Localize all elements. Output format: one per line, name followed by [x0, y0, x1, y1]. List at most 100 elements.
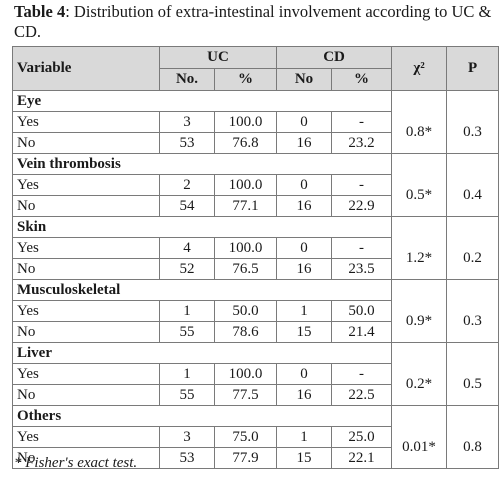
- uc-percent: 76.8: [213, 132, 278, 154]
- cd-count: 16: [276, 132, 333, 154]
- cd-count: 1: [276, 300, 333, 322]
- uc-count: 3: [159, 111, 215, 133]
- chi-square-value: 0.9*: [391, 279, 448, 343]
- uc-count: 55: [159, 384, 215, 406]
- cd-percent: 23.2: [331, 132, 393, 154]
- table-header: Variable UC CD χ² P No. % No %: [12, 46, 500, 91]
- p-value: 0.2: [446, 216, 500, 280]
- uc-count: 53: [159, 132, 215, 154]
- p-value: 0.3: [446, 279, 500, 343]
- uc-percent: 100.0: [213, 111, 278, 133]
- p-value: 0.4: [446, 153, 500, 217]
- row-label: Yes: [12, 174, 160, 196]
- table-footnote: * Fisher's exact test.: [14, 455, 138, 471]
- cd-percent: 23.5: [331, 258, 393, 280]
- group-row: Others 0.01* 0.8: [11, 405, 500, 469]
- header-variable: Variable: [12, 46, 160, 91]
- group-row: Liver 0.2* 0.5: [11, 342, 500, 406]
- table-row: Yes 1 50.0 1 50.0: [12, 300, 499, 322]
- row-label: No: [12, 195, 160, 217]
- cd-percent: 22.5: [331, 384, 393, 406]
- p-value: 0.3: [446, 90, 500, 154]
- cd-count: 0: [276, 237, 333, 259]
- cd-percent: -: [331, 237, 393, 259]
- group-name: Others: [11, 405, 393, 427]
- cd-count: 1: [276, 426, 333, 448]
- uc-percent: 77.1: [213, 195, 278, 217]
- table-caption: Table 4: Distribution of extra-intestina…: [14, 2, 500, 42]
- uc-count: 4: [159, 237, 215, 259]
- group-name: Liver: [11, 342, 393, 364]
- table-label: Table 4: [14, 2, 66, 21]
- group-name: Eye: [11, 90, 393, 112]
- group-row: Musculoskeletal 0.9* 0.3: [11, 279, 500, 343]
- chi-square-value: 0.2*: [391, 342, 448, 406]
- group-row: Eye 0.8* 0.3: [11, 90, 500, 154]
- group-row: Vein thrombosis 0.5* 0.4: [11, 153, 500, 217]
- p-value: 0.8: [446, 405, 500, 469]
- row-label: No: [12, 384, 160, 406]
- row-label: No: [12, 258, 160, 280]
- uc-count: 55: [159, 321, 215, 343]
- row-label: No: [12, 132, 160, 154]
- cd-count: 16: [276, 195, 333, 217]
- cd-count: 0: [276, 174, 333, 196]
- header-p-value: P: [446, 46, 500, 91]
- group-row: Skin 1.2* 0.2: [11, 216, 500, 280]
- header-uc-pct: %: [213, 68, 278, 91]
- cd-count: 0: [276, 111, 333, 133]
- uc-percent: 78.6: [213, 321, 278, 343]
- cd-percent: 22.1: [331, 447, 393, 469]
- uc-percent: 75.0: [213, 426, 278, 448]
- cd-percent: -: [331, 363, 393, 385]
- header-cd-pct: %: [331, 68, 393, 91]
- uc-percent: 100.0: [213, 237, 278, 259]
- uc-count: 52: [159, 258, 215, 280]
- table-row: No 55 77.5 16 22.5: [12, 384, 499, 406]
- table-row: Yes 4 100.0 0-: [12, 237, 499, 259]
- row-label: Yes: [12, 363, 160, 385]
- uc-percent: 50.0: [213, 300, 278, 322]
- chi-square-value: 0.01*: [391, 405, 448, 469]
- uc-percent: 77.9: [213, 447, 278, 469]
- uc-percent: 76.5: [213, 258, 278, 280]
- cd-percent: 21.4: [331, 321, 393, 343]
- cd-count: 15: [276, 321, 333, 343]
- row-label: Yes: [12, 426, 160, 448]
- distribution-table: Variable UC CD χ² P No. % No % Eye 0.8* 0.…: [11, 46, 500, 469]
- header-cd: CD: [276, 46, 393, 69]
- uc-count: 1: [159, 300, 215, 322]
- table-row: No 55 78.6 15 21.4: [12, 321, 499, 343]
- uc-percent: 100.0: [213, 174, 278, 196]
- table-body: Eye 0.8* 0.3 Yes 3 100.0 0- No 53 76.8 16 23.2 Vein …: [11, 90, 500, 469]
- header-chi-square: χ²: [391, 46, 448, 91]
- table-row: No 53 77.9 15 22.1: [12, 447, 499, 469]
- cd-percent: 50.0: [331, 300, 393, 322]
- table-row: No 54 77.1 16 22.9: [12, 195, 499, 217]
- cd-count: 15: [276, 447, 333, 469]
- cd-count: 16: [276, 258, 333, 280]
- chi-square-value: 0.8*: [391, 90, 448, 154]
- cd-count: 0: [276, 363, 333, 385]
- table-row: Yes 2 100.0 0-: [12, 174, 499, 196]
- p-value: 0.5: [446, 342, 500, 406]
- uc-percent: 100.0: [213, 363, 278, 385]
- uc-count: 53: [159, 447, 215, 469]
- header-cd-no: No: [276, 68, 333, 91]
- cd-percent: 25.0: [331, 426, 393, 448]
- table-title: : Distribution of extra-intestinal invol…: [14, 2, 492, 41]
- cd-percent: -: [331, 111, 393, 133]
- row-label: Yes: [12, 300, 160, 322]
- header-uc: UC: [158, 46, 278, 69]
- uc-count: 2: [159, 174, 215, 196]
- chi-square-value: 1.2*: [391, 216, 448, 280]
- header-uc-no: No.: [159, 68, 215, 91]
- cd-percent: 22.9: [331, 195, 393, 217]
- row-label: Yes: [12, 111, 160, 133]
- uc-count: 3: [159, 426, 215, 448]
- group-name: Musculoskeletal: [11, 279, 393, 301]
- row-label: Yes: [12, 237, 160, 259]
- group-name: Vein thrombosis: [11, 153, 393, 175]
- group-name: Skin: [11, 216, 393, 238]
